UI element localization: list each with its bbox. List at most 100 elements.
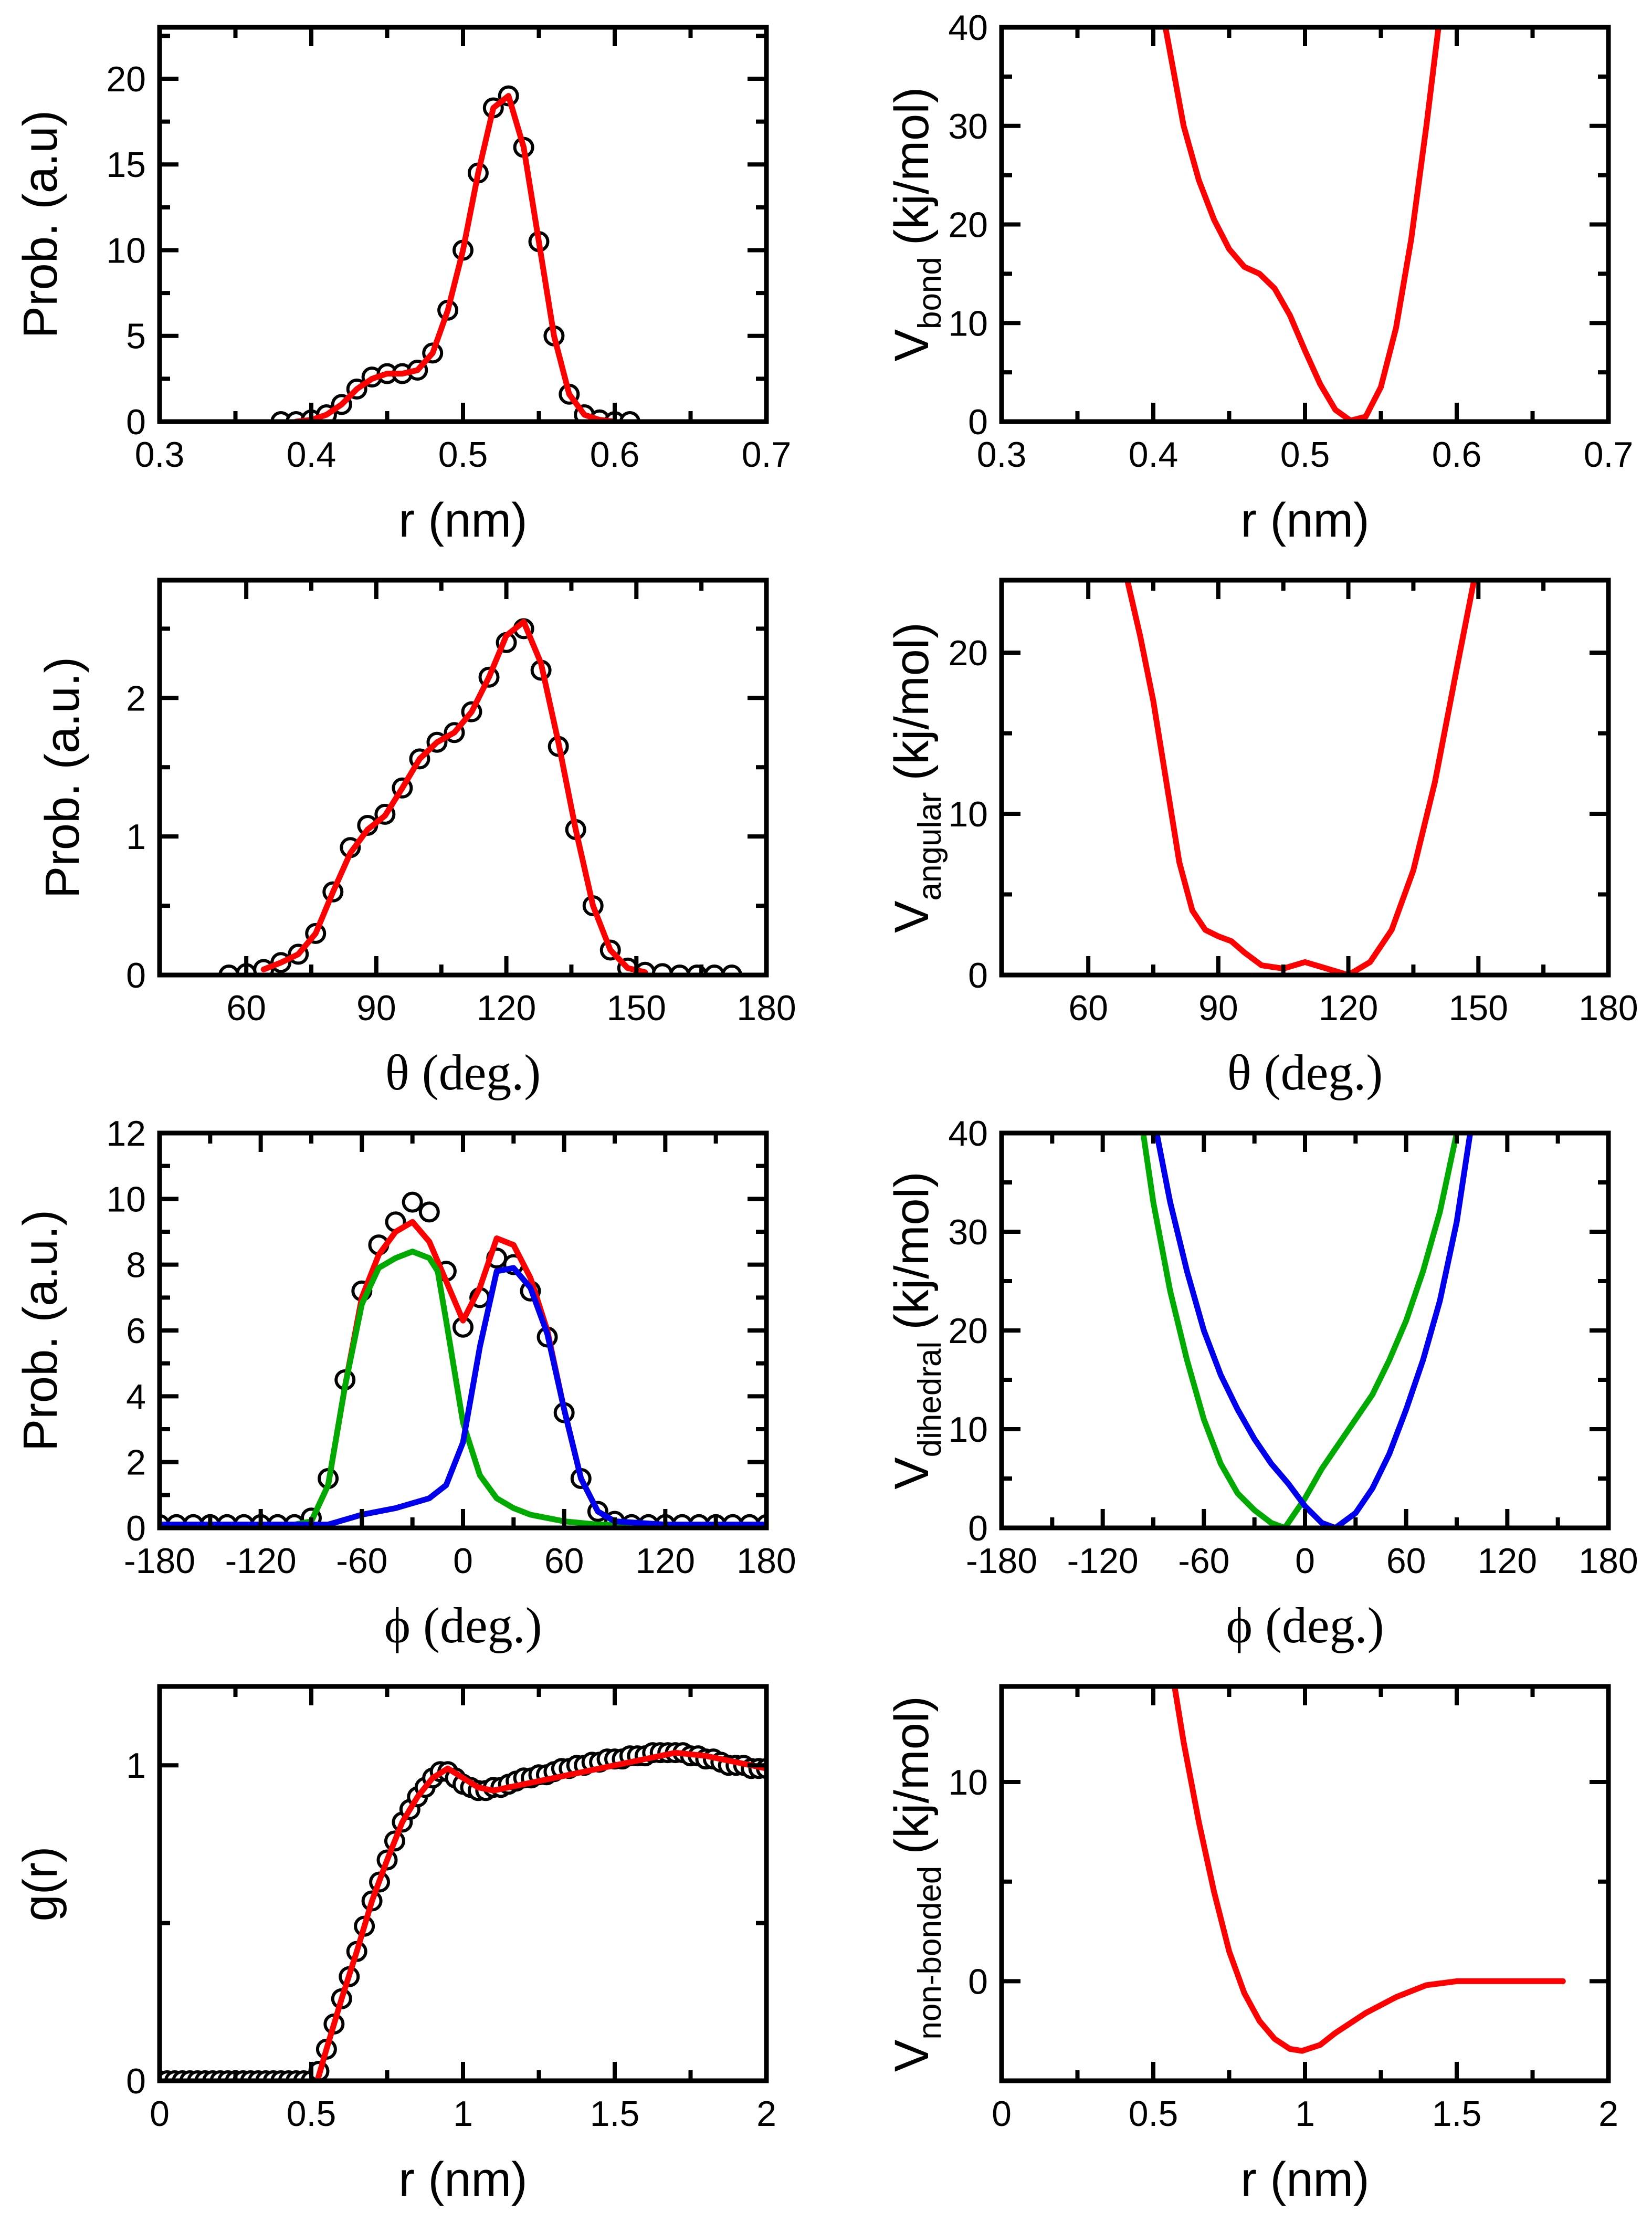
panel-7-xlabel: r (nm) [398,2153,527,2206]
panel-4-ytick-label: 0 [968,956,988,995]
panel-2-ytick-label: 0 [968,402,988,442]
panel-8-xtick-label: 0 [992,2094,1012,2134]
panel-bond-distribution: Prob. (a.u) r (nm) 0.3 0.4 0.5 0.6 0.7 0 5 10 15… [14,25,792,547]
panel-4-xtick-label: 90 [1198,988,1238,1028]
panel-6-ylabel-tail: (kj/mol) [885,1171,939,1330]
panel-dihedral-distribution: Prob. (a.u.) ϕ (deg.) -180 -120 -60 0 60 120 1… [14,1114,796,1653]
panel-4-xtick-label: 60 [1068,988,1108,1028]
panel-8-xlabel: r (nm) [1240,2153,1369,2206]
panel-5-ylabel: Prob. (a.u.) [14,1210,67,1451]
panel-1-plot-area [270,85,640,422]
panel-5-ytick-label: 12 [106,1114,146,1154]
panel-8-ylabel-sub: non-bonded [912,1866,948,2040]
panel-5-ytick-label: 0 [126,1508,146,1548]
panel-2-xtick-label: 0.7 [1584,435,1634,475]
panel-3-ytick-label: 2 [126,678,146,718]
panel-2-xtick-label: 0.5 [1280,435,1330,475]
panel-angle-distribution: Prob. (a.u.) θ (deg.) 60 90 120 150 180 0 1 2 [36,578,796,1100]
panel-7-ytick-label: 0 [126,2061,146,2101]
panel-1-frame [157,25,769,424]
panel-3-xtick-label: 150 [607,988,666,1028]
panel-8-xtick-label: 1.5 [1432,2094,1482,2134]
panel-6-xtick-label: 180 [1579,1541,1638,1581]
panel-6-ylabel-main: V [885,1457,939,1489]
panel-2-plot-area [1162,27,1441,422]
panel-6-ylabel: Vdihedral (kj/mol) [885,1171,948,1490]
panel-6-ytick-label: 10 [948,1410,988,1450]
panel-2-frame [999,25,1611,424]
panel-6-green-line [1140,1133,1460,1528]
panel-1-xtick-label: 0.6 [590,435,640,475]
panel-4-ytick-label: 10 [948,794,988,834]
panel-8-V_nonbonded-line [1172,1686,1566,2054]
panel-2-V_bond-line [1162,27,1441,422]
panel-6-ylabel-sub: dihedral [912,1341,948,1458]
panel-7-xtick-label: 2 [756,2094,776,2134]
panel-nonbonded-potential: Vnon-bonded (kj/mol) r (nm) 0 0.5 1 1.5 2 0 10 [885,1684,1618,2206]
panel-8-ylabel-main: V [885,2040,939,2072]
panel-1-ytick-label: 0 [126,402,146,442]
panel-7-xtick-label: 0 [150,2094,170,2134]
panel-5-reference-point [418,1201,440,1223]
panel-2-ytick-label: 30 [948,107,988,146]
panel-bond-potential: Vbond (kj/mol) r (nm) 0.3 0.4 0.5 0.6 0.7 0 10 2… [885,8,1633,547]
panel-2-ylabel: Vbond (kj/mol) [885,87,948,362]
panel-1-ytick-label: 20 [106,59,146,99]
panel-2-ylabel-sub: bond [912,257,948,329]
panel-5-ytick-label: 10 [106,1179,146,1219]
panel-4-V_angular-line [1124,580,1477,975]
panel-1-xtick-label: 0.3 [135,435,185,475]
panel-7-plot-area [160,1742,766,2081]
panel-8-ylabel: Vnon-bonded (kj/mol) [885,1696,948,2072]
panel-1-ylabel: Prob. (a.u) [14,110,67,339]
panel-7-ylabel: g(r) [14,1846,67,1921]
panel-1-xtick-label: 0.7 [742,435,792,475]
panel-3-xlabel: θ (deg.) [385,1044,541,1100]
panel-5-blue-component-line [160,1265,766,1528]
panel-6-ytick-label: 0 [968,1508,988,1548]
panel-7-xtick-label: 0.5 [287,2094,336,2134]
panel-3-ytick-label: 1 [126,817,146,857]
panel-5-xtick-label: -180 [124,1541,195,1581]
panel-8-xtick-label: 0.5 [1129,2094,1179,2134]
panel-4-ylabel-sub: angular [912,792,948,901]
panel-5-green-component-line [160,1249,766,1528]
panel-6-xlabel: ϕ (deg.) [1226,1597,1384,1653]
panel-4-xtick-label: 150 [1449,988,1508,1028]
panel-5-ytick-label: 6 [126,1311,146,1351]
panel-6-blue-line [1153,1133,1474,1528]
panel-5-xtick-label: -120 [225,1541,297,1581]
panel-1-xtick-label: 0.4 [287,435,336,475]
panel-2-ytick-label: 20 [948,205,988,245]
panel-3-ylabel: Prob. (a.u.) [36,657,89,898]
panel-1-fit-line [293,93,618,422]
panel-5-plot-area [160,1191,766,1528]
panel-3-frame [157,578,769,978]
panel-7-xtick-label: 1.5 [590,2094,640,2134]
panel-4-xtick-label: 120 [1319,988,1378,1028]
panel-1-ytick-label: 5 [126,317,146,357]
panel-2-xtick-label: 0.3 [977,435,1027,475]
panel-8-ytick-label: 10 [948,1763,988,1802]
panel-1-ytick-label: 15 [106,145,146,185]
panel-dihedral-potential: Vdihedral (kj/mol) ϕ (deg.) -180 -120 -60 0 6… [885,1114,1638,1653]
panel-angle-potential: Vangular (kj/mol) θ (deg.) 60 90 120 150 180 0… [885,578,1638,1100]
panel-8-ytick-label: 0 [968,1962,988,2001]
panel-5-fit-total-line [308,1219,618,1524]
panel-2-ytick-label: 10 [948,303,988,343]
panel-4-frame [999,578,1611,978]
panel-2-ylabel-tail: (kj/mol) [885,87,939,246]
panel-5-xlabel: ϕ (deg.) [384,1597,542,1653]
panel-2-ylabel-main: V [885,329,939,361]
panel-6-xtick-label: -60 [1178,1541,1229,1581]
panel-5-xtick-label: 120 [636,1541,695,1581]
panel-4-ylabel: Vangular (kj/mol) [885,622,948,933]
panel-1-xlabel: r (nm) [398,494,527,547]
panel-4-plot-area [1124,580,1477,975]
panel-3-xtick-label: 90 [356,988,396,1028]
panel-8-xtick-label: 1 [1295,2094,1315,2134]
panel-5-ytick-label: 2 [126,1443,146,1483]
panel-5-ytick-label: 4 [126,1377,146,1417]
panel-4-xtick-label: 180 [1579,988,1638,1028]
